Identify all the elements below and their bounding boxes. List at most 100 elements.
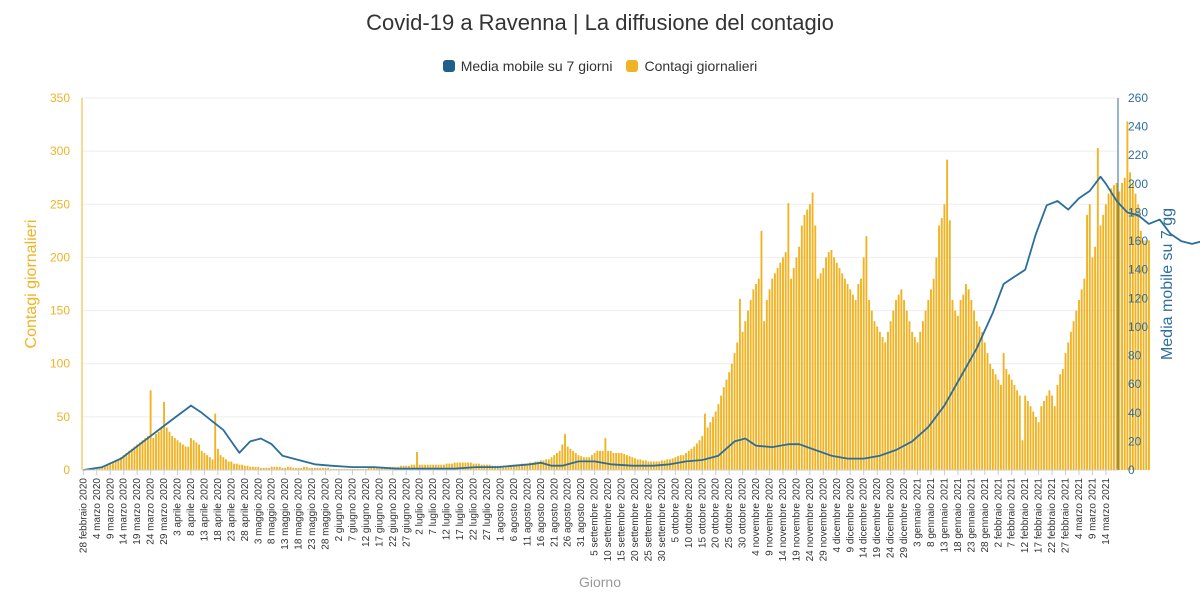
- bar[interactable]: [784, 252, 787, 470]
- bar[interactable]: [550, 457, 553, 470]
- bar[interactable]: [281, 467, 284, 470]
- bar[interactable]: [464, 462, 467, 470]
- bar[interactable]: [359, 468, 362, 470]
- bar[interactable]: [1018, 395, 1021, 470]
- bar[interactable]: [192, 440, 195, 470]
- bar[interactable]: [604, 438, 607, 470]
- bar[interactable]: [319, 467, 322, 470]
- bar[interactable]: [327, 467, 330, 470]
- bar[interactable]: [1123, 177, 1126, 470]
- bar[interactable]: [101, 466, 104, 470]
- bar[interactable]: [1040, 406, 1043, 470]
- bar[interactable]: [846, 284, 849, 470]
- bar[interactable]: [335, 468, 338, 470]
- bar[interactable]: [362, 468, 365, 470]
- bar[interactable]: [251, 466, 254, 470]
- bar[interactable]: [749, 299, 752, 470]
- bar[interactable]: [698, 440, 701, 470]
- bar[interactable]: [852, 294, 854, 470]
- bar[interactable]: [206, 455, 209, 470]
- bar[interactable]: [730, 363, 733, 470]
- bar[interactable]: [755, 284, 758, 470]
- bar[interactable]: [98, 467, 101, 470]
- bar[interactable]: [364, 468, 367, 470]
- bar[interactable]: [693, 446, 696, 470]
- bar[interactable]: [625, 455, 628, 470]
- bar[interactable]: [935, 257, 938, 470]
- bar[interactable]: [873, 321, 876, 470]
- bar[interactable]: [289, 466, 292, 470]
- bar[interactable]: [843, 278, 846, 470]
- bar[interactable]: [1129, 172, 1132, 470]
- bar[interactable]: [268, 467, 270, 470]
- bar[interactable]: [921, 321, 924, 470]
- bar[interactable]: [539, 460, 542, 470]
- bar[interactable]: [432, 464, 435, 470]
- bar[interactable]: [1142, 240, 1145, 470]
- bar[interactable]: [338, 468, 340, 470]
- bar[interactable]: [717, 404, 720, 470]
- bar[interactable]: [838, 268, 841, 470]
- bar[interactable]: [827, 252, 830, 470]
- bar[interactable]: [381, 467, 383, 470]
- bar[interactable]: [1053, 406, 1056, 470]
- bar[interactable]: [1037, 422, 1040, 470]
- bar[interactable]: [136, 444, 139, 470]
- bar[interactable]: [857, 284, 860, 470]
- bar[interactable]: [943, 204, 946, 471]
- bar[interactable]: [144, 438, 147, 470]
- bar[interactable]: [892, 310, 895, 470]
- bar[interactable]: [876, 326, 879, 470]
- bar[interactable]: [413, 464, 416, 470]
- bar[interactable]: [1010, 379, 1013, 470]
- bar[interactable]: [163, 401, 166, 470]
- bar[interactable]: [725, 379, 728, 470]
- bar[interactable]: [235, 463, 238, 470]
- bar[interactable]: [636, 459, 639, 470]
- bar[interactable]: [617, 452, 620, 470]
- bar[interactable]: [346, 468, 348, 470]
- bar[interactable]: [284, 467, 287, 470]
- bar[interactable]: [1145, 240, 1148, 470]
- bar[interactable]: [276, 466, 279, 470]
- bar[interactable]: [429, 464, 432, 470]
- bar[interactable]: [779, 262, 782, 470]
- bar[interactable]: [712, 416, 714, 470]
- bar[interactable]: [599, 450, 601, 470]
- bar[interactable]: [701, 435, 704, 470]
- bar[interactable]: [886, 331, 889, 470]
- bar[interactable]: [1061, 369, 1064, 470]
- bar[interactable]: [983, 342, 986, 470]
- bar[interactable]: [165, 427, 168, 470]
- bar[interactable]: [122, 455, 125, 470]
- bar[interactable]: [171, 435, 174, 470]
- bar[interactable]: [1102, 214, 1105, 470]
- bar[interactable]: [534, 461, 537, 470]
- bar[interactable]: [948, 220, 951, 470]
- bar[interactable]: [278, 466, 281, 470]
- bar[interactable]: [946, 159, 949, 470]
- legend-item-media-mobile[interactable]: Media mobile su 7 giorni: [442, 58, 612, 74]
- bar[interactable]: [860, 278, 862, 470]
- bar[interactable]: [1078, 299, 1080, 470]
- bar[interactable]: [451, 463, 453, 470]
- bar[interactable]: [956, 315, 959, 470]
- bar[interactable]: [198, 444, 200, 470]
- bar[interactable]: [1043, 400, 1045, 470]
- bar[interactable]: [1045, 395, 1048, 470]
- bar[interactable]: [410, 464, 413, 470]
- bar[interactable]: [1005, 369, 1008, 470]
- bar[interactable]: [1000, 384, 1002, 470]
- bar[interactable]: [609, 450, 612, 470]
- bar[interactable]: [518, 464, 521, 470]
- bar[interactable]: [1121, 183, 1123, 470]
- bar[interactable]: [736, 342, 739, 470]
- bar[interactable]: [440, 464, 443, 470]
- bar[interactable]: [340, 468, 343, 470]
- bar[interactable]: [208, 457, 211, 470]
- bar[interactable]: [768, 289, 771, 470]
- bar[interactable]: [868, 299, 871, 470]
- bar[interactable]: [373, 467, 375, 470]
- bar[interactable]: [356, 468, 359, 470]
- bar[interactable]: [825, 257, 827, 470]
